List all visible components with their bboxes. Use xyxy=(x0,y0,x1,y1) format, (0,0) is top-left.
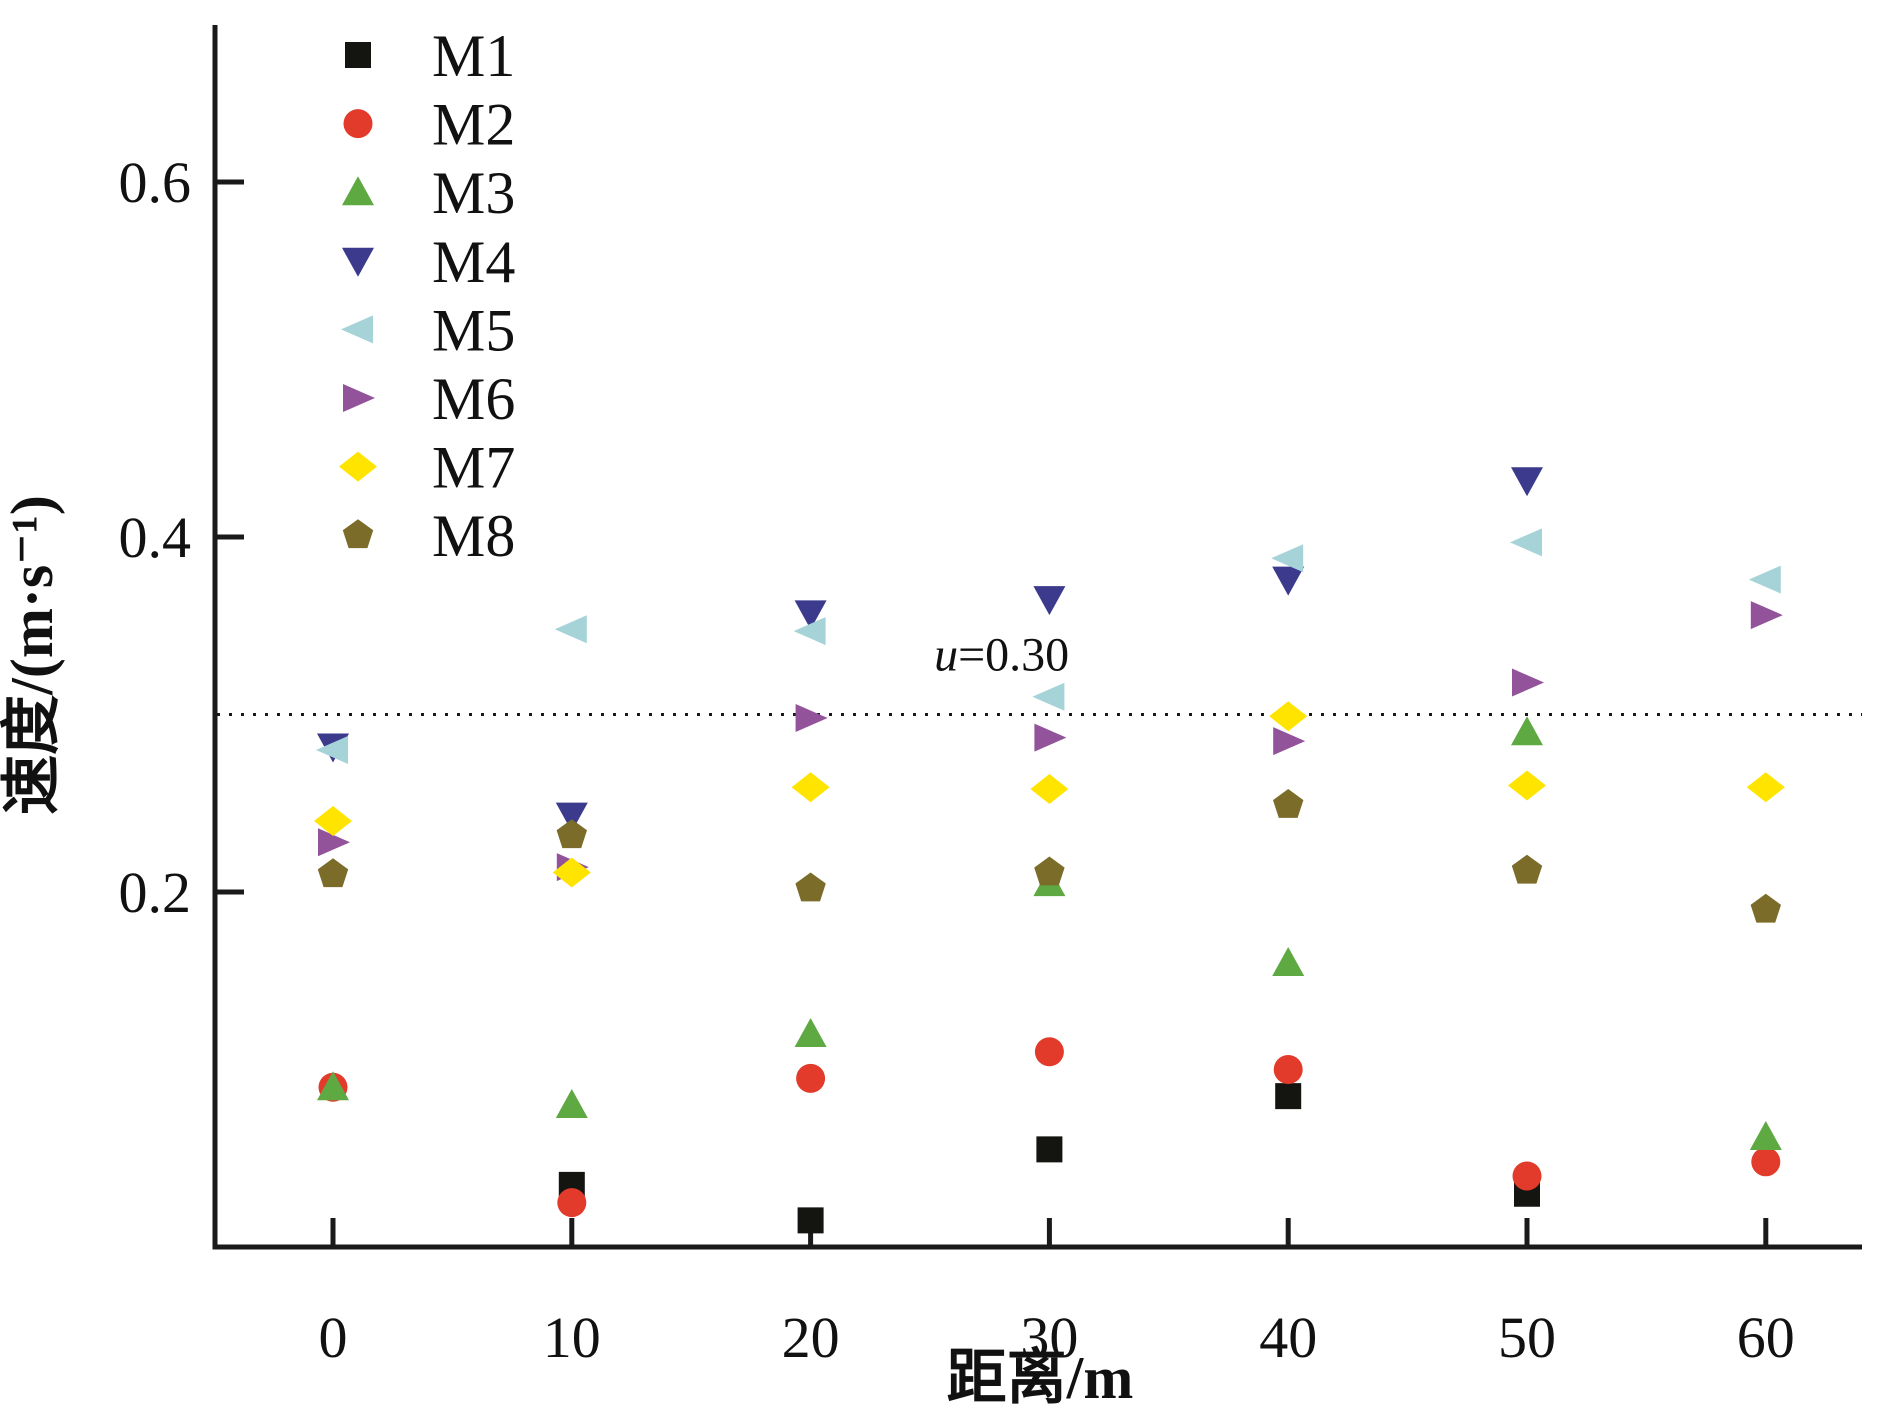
legend-item-M4: M4 xyxy=(342,229,515,295)
data-point-M8-x30 xyxy=(1034,856,1065,886)
legend-item-M3: M3 xyxy=(342,160,515,226)
x-tick-label: 50 xyxy=(1498,1305,1556,1370)
legend-label-M8: M8 xyxy=(432,503,515,569)
data-point-M3-x50 xyxy=(1511,716,1543,746)
data-point-M7-x10 xyxy=(552,857,591,888)
data-point-M3-x20 xyxy=(794,1018,827,1047)
triangle-up-legend-icon xyxy=(342,176,374,206)
data-point-M1-x30 xyxy=(1036,1136,1063,1163)
data-point-M3-x60 xyxy=(1749,1120,1782,1150)
data-point-M6-x60 xyxy=(1750,601,1783,630)
series-M7 xyxy=(314,701,1785,888)
data-point-M6-x30 xyxy=(1034,723,1067,752)
series-M8 xyxy=(317,789,1781,923)
data-point-M8-x10 xyxy=(556,819,587,849)
data-point-M5-x10 xyxy=(554,615,587,644)
y-axis-title: 速度/(m·s⁻¹) xyxy=(0,495,65,815)
square-legend-icon xyxy=(345,42,371,68)
legend-label-M6: M6 xyxy=(432,366,515,432)
data-point-M2-x50 xyxy=(1512,1161,1542,1191)
circle-legend-icon xyxy=(343,109,373,139)
data-point-M4-x10 xyxy=(555,802,588,832)
triangle-down-legend-icon xyxy=(342,247,374,277)
data-point-M5-x0 xyxy=(316,736,348,764)
reference-var: u xyxy=(934,628,958,681)
data-point-M7-x60 xyxy=(1746,772,1785,803)
data-point-M5-x30 xyxy=(1032,682,1065,711)
data-point-M5-x20 xyxy=(793,617,826,646)
data-point-M4-x40 xyxy=(1272,566,1305,596)
reference-line-label: u=0.30 xyxy=(934,628,1069,681)
legend-item-M6: M6 xyxy=(343,366,515,432)
data-point-M1-x40 xyxy=(1275,1083,1302,1110)
triangle-left-legend-icon xyxy=(341,315,373,344)
data-point-M3-x0 xyxy=(317,1071,349,1101)
data-point-M7-x30 xyxy=(1030,774,1069,805)
x-tick-label: 60 xyxy=(1737,1305,1795,1370)
data-point-M2-x40 xyxy=(1273,1055,1303,1084)
data-point-M8-x40 xyxy=(1273,789,1304,818)
data-point-M4-x20 xyxy=(794,600,827,630)
data-point-M7-x0 xyxy=(314,806,352,836)
x-tick-label: 30 xyxy=(1020,1305,1078,1370)
x-tick-label: 0 xyxy=(319,1305,348,1370)
data-point-M6-x0 xyxy=(318,828,350,857)
data-point-M2-x20 xyxy=(796,1063,826,1093)
data-point-M2-x60 xyxy=(1751,1147,1781,1177)
legend-item-M7: M7 xyxy=(339,435,515,501)
data-point-M7-x40 xyxy=(1269,701,1308,732)
series-M1 xyxy=(558,1083,1540,1234)
data-point-M7-x50 xyxy=(1508,770,1546,801)
data-point-M8-x0 xyxy=(317,858,349,888)
data-point-M7-x20 xyxy=(791,772,830,803)
legend-label-M3: M3 xyxy=(432,160,515,226)
data-point-M8-x60 xyxy=(1750,893,1781,923)
x-tick-label: 20 xyxy=(782,1305,840,1370)
series-M2 xyxy=(318,1037,1781,1218)
data-point-M2-x10 xyxy=(557,1188,587,1218)
reference-rest: =0.30 xyxy=(958,628,1069,681)
legend-label-M1: M1 xyxy=(432,23,515,89)
legend-item-M1: M1 xyxy=(345,23,515,89)
pentagon-legend-icon xyxy=(342,519,374,549)
legend-item-M2: M2 xyxy=(343,92,515,158)
diamond-legend-icon xyxy=(339,451,377,482)
data-point-M6-x40 xyxy=(1273,727,1306,756)
data-point-M4-x30 xyxy=(1033,586,1066,616)
x-axis-title: 距离/m xyxy=(947,1345,1134,1411)
data-point-M5-x50 xyxy=(1510,528,1542,557)
legend-label-M2: M2 xyxy=(432,92,515,158)
legend-item-M5: M5 xyxy=(341,297,515,363)
triangle-right-legend-icon xyxy=(343,384,375,412)
data-point-M8-x50 xyxy=(1511,854,1543,884)
legend-label-M7: M7 xyxy=(432,435,515,501)
data-point-M1-x20 xyxy=(797,1207,824,1234)
data-point-M8-x20 xyxy=(795,872,826,902)
data-point-M5-x60 xyxy=(1748,565,1781,594)
x-tick-label: 40 xyxy=(1259,1305,1317,1370)
data-point-M4-x50 xyxy=(1511,467,1543,497)
x-tick-label: 10 xyxy=(543,1305,601,1370)
data-point-M6-x20 xyxy=(795,704,828,733)
y-tick-label: 0.2 xyxy=(119,860,192,925)
legend-label-M4: M4 xyxy=(432,229,515,295)
y-tick-label: 0.6 xyxy=(119,150,192,215)
legend-label-M5: M5 xyxy=(432,297,515,363)
data-point-M3-x10 xyxy=(555,1089,588,1118)
data-point-M5-x40 xyxy=(1271,544,1304,573)
data-point-M6-x50 xyxy=(1512,668,1544,697)
series-M5 xyxy=(316,528,1781,764)
y-tick-label: 0.4 xyxy=(119,505,192,570)
data-point-M3-x40 xyxy=(1272,947,1305,976)
legend-item-M8: M8 xyxy=(342,503,515,569)
data-point-M2-x30 xyxy=(1034,1037,1064,1067)
